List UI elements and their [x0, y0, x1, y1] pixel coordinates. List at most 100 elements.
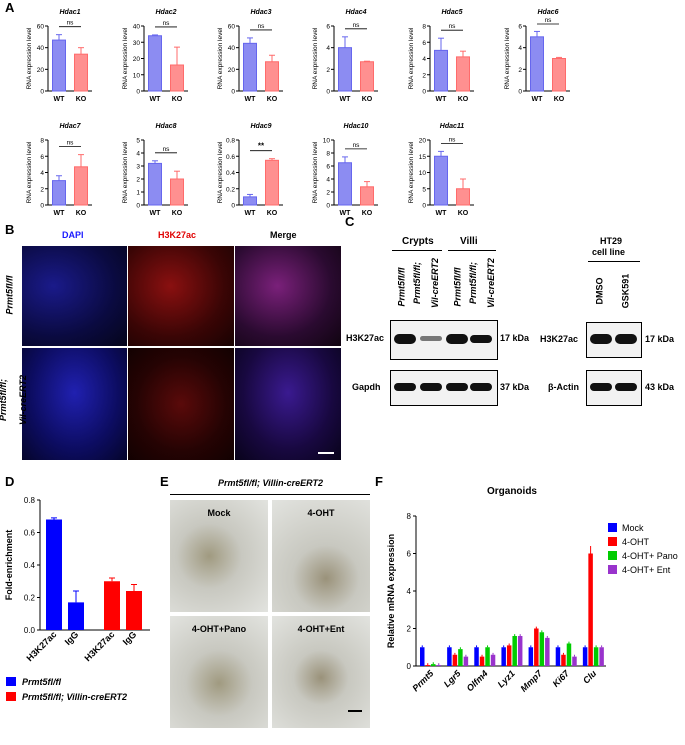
- x-tick-label: KO: [172, 210, 183, 217]
- row-label-wt: Prmt5fl/fl: [4, 275, 15, 315]
- ht29-bracket: [588, 261, 640, 262]
- crypts-bracket: [392, 250, 442, 251]
- y-axis-label: Fold-enrichment: [4, 530, 14, 601]
- bar-lgr5: [447, 647, 452, 666]
- legend-swatch: [608, 551, 617, 560]
- y-tick-label: 20: [419, 138, 427, 145]
- x-tick-label: KO: [458, 96, 469, 103]
- significance-label: **: [258, 142, 265, 151]
- organoid-chart-svg: Organoids Relative mRNA expression 0 2 4 6 8 Pr…: [386, 486, 678, 694]
- chart-title: Hdac8: [155, 123, 176, 130]
- y-axis-label: RNA expression level: [217, 141, 224, 203]
- x-tick-label: H3K27ac: [82, 629, 116, 663]
- bar-prmt5: [436, 665, 441, 666]
- y-tick-label: 0: [231, 203, 235, 210]
- lane-label-2a: Prmt5fl/fl;: [412, 261, 423, 305]
- y-tick-label: 40: [37, 45, 45, 52]
- hdac-chart-hdac11: Hdac11 RNA expression level 0 5 10 15 20 WT KO ns: [404, 120, 504, 230]
- significance-label: ns: [163, 20, 171, 27]
- image-4oht-ent: 4-OHT+Ent: [272, 616, 370, 728]
- y-tick-label: 0: [407, 662, 412, 671]
- x-tick-label: WT: [532, 96, 544, 103]
- header-dapi: DAPI: [62, 230, 84, 240]
- h3k27ac-label: H3K27ac: [346, 333, 385, 343]
- significance-label: ns: [353, 142, 361, 149]
- kda43-label: 43 kDa: [645, 382, 675, 392]
- y-tick-label: 6: [326, 164, 330, 171]
- image-4oht: 4-OHT: [272, 500, 370, 612]
- bar-ko: [360, 61, 374, 92]
- h3k27ac-label-ht29: H3K27ac: [540, 334, 579, 344]
- y-tick-label: 6: [326, 24, 330, 31]
- label-4oht: 4-OHT: [307, 508, 335, 518]
- panel-label-f: F: [375, 474, 383, 489]
- image-4oht-pano: 4-OHT+Pano: [170, 616, 268, 728]
- y-axis-label: RNA expression level: [122, 141, 129, 203]
- significance-label: ns: [449, 23, 457, 30]
- x-tick-label: WT: [54, 210, 66, 217]
- bar-ko: [552, 58, 566, 92]
- x-tick-label: WT: [436, 210, 448, 217]
- bar-wt: [52, 39, 66, 92]
- legend-label: Prmt5fl/fl: [22, 677, 62, 687]
- kda17-label-ht29: 17 kDa: [645, 334, 675, 344]
- y-tick-label: 0: [40, 203, 44, 210]
- bar-ko: [170, 64, 184, 92]
- bar-wt: [338, 47, 352, 92]
- ht29-band-2: [615, 334, 637, 344]
- bar-mmp7: [545, 637, 550, 666]
- x-tick-label: Ki67: [551, 668, 572, 689]
- bar-clu: [599, 647, 604, 666]
- kda37-label: 37 kDa: [500, 382, 530, 392]
- scale-bar: [318, 452, 334, 454]
- y-tick-label: 6: [422, 40, 426, 47]
- y-tick-label: 8: [326, 151, 330, 158]
- y-tick-label: 0.4: [226, 170, 235, 177]
- y-tick-label: 4: [518, 45, 522, 52]
- y-tick-label: 60: [228, 24, 236, 31]
- x-tick-label: KO: [76, 210, 87, 217]
- y-tick-label: 0.6: [226, 154, 235, 161]
- hdac-chart-svg: Hdac4 RNA expression level 0 2 4 6 WT KO ns: [312, 9, 378, 103]
- header-merge: Merge: [270, 230, 297, 240]
- x-tick-label: Prmt5: [410, 668, 436, 694]
- y-tick-label: 0: [231, 89, 235, 96]
- x-tick-label: WT: [436, 96, 448, 103]
- legend-label: 4-OHT+ Pano: [622, 551, 678, 561]
- hdac-chart-hdac10: Hdac10 RNA expression level 0 2 4 6 8 10 WT KO ns: [308, 120, 408, 230]
- y-tick-label: 2: [518, 67, 522, 74]
- y-tick-label: 20: [37, 67, 45, 74]
- gapdh-band-3: [446, 383, 468, 391]
- gapdh-label: Gapdh: [352, 382, 381, 392]
- bar-clu: [588, 553, 593, 666]
- panel-label-d: D: [5, 474, 15, 489]
- bar-lyz1: [512, 636, 517, 666]
- image-h3k27ac-wt: [128, 246, 234, 346]
- image-dapi-wt: [22, 246, 127, 346]
- lane-label-4b: Vil-creERT2: [486, 257, 497, 309]
- bar-ki67: [555, 647, 561, 666]
- y-tick-label: 4: [326, 45, 330, 52]
- bar-ko: [265, 159, 279, 206]
- bar-ko: [456, 56, 470, 92]
- label-4oht-pano: 4-OHT+Pano: [191, 624, 247, 634]
- y-tick-label: 10: [323, 138, 331, 145]
- bar-ko: [360, 186, 374, 206]
- y-tick-label: 30: [133, 40, 141, 47]
- hdac-chart-hdac4: Hdac4 RNA expression level 0 2 4 6 WT KO ns: [308, 6, 408, 116]
- y-tick-label: 2: [136, 177, 140, 184]
- bar-ko: [74, 166, 88, 206]
- chart-title: Hdac6: [537, 9, 558, 16]
- bar-lyz1: [501, 647, 506, 666]
- bar-olfm4: [479, 656, 485, 666]
- x-tick-label: KO: [267, 210, 278, 217]
- bactin-band-2: [615, 383, 637, 391]
- y-tick-label: 0: [40, 89, 44, 96]
- significance-label: ns: [163, 146, 171, 153]
- gsk591-label: GSK591: [620, 273, 631, 309]
- bar-wt: [243, 42, 257, 92]
- legend-label: 4-OHT+ Ent: [622, 565, 671, 575]
- kda17-label: 17 kDa: [500, 333, 530, 343]
- y-axis-label: RNA expression level: [504, 27, 511, 89]
- x-tick-label: IgG: [63, 629, 81, 647]
